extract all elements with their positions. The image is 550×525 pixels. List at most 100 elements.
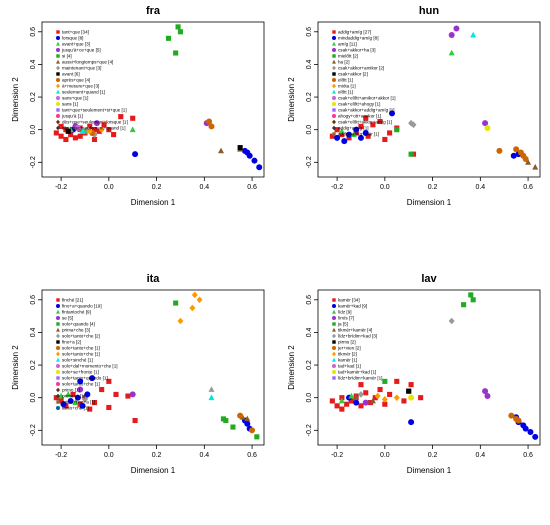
panel-lav: lav -0.2 0.0 0.2 0.4 0.6 -0.2 0.0 0.2 0.4 0.6 Dimen…: [287, 273, 541, 475]
x-axis-label: Dimension 1: [131, 198, 176, 207]
data-point: [370, 122, 376, 128]
data-point: [91, 400, 98, 406]
data-point: [508, 412, 515, 419]
data-point: [496, 147, 503, 154]
legend-label: kamēr [34]: [338, 298, 360, 303]
legend-label: prima+che [3]: [62, 328, 90, 333]
legend-marker: [56, 351, 60, 357]
data-point: [461, 302, 467, 308]
legend-marker: [332, 65, 336, 71]
data-point: [173, 300, 179, 306]
legend-marker: [332, 102, 336, 106]
data-point: [369, 397, 376, 404]
data-point: [353, 130, 359, 136]
y-tick-label: 0.6: [30, 295, 37, 305]
legend-label: csak+akkor [2]: [338, 72, 368, 77]
data-point: [86, 128, 93, 135]
x-tick-label: 0.2: [152, 452, 162, 459]
legend-marker: [332, 346, 336, 350]
x-tick-label: 0.4: [475, 452, 485, 459]
data-point: [418, 395, 424, 401]
legend-label: dès+que+seulement+lorsque [1]: [62, 120, 128, 125]
legend-marker: [56, 322, 60, 326]
legend-label: sans+que [1]: [62, 96, 88, 101]
data-point: [408, 151, 414, 157]
y-axis-label: Dimension 2: [11, 345, 20, 390]
legend-label: kamēr+kad [9]: [338, 304, 367, 309]
x-tick-label: 0.2: [152, 184, 162, 191]
y-tick-label: -0.2: [30, 156, 37, 168]
x-tick-label: 0.2: [428, 452, 438, 459]
legend-label: ha [2]: [338, 60, 350, 65]
legend-marker: [332, 108, 336, 112]
data-point: [515, 417, 522, 424]
legend-label: jusqu'à+ce+que [5]: [61, 48, 101, 53]
data-point: [118, 114, 124, 120]
y-tick-label: 0.2: [30, 360, 37, 370]
data-point: [341, 138, 348, 145]
data-point: [177, 29, 184, 35]
data-point: [377, 386, 383, 393]
legend-marker: [56, 327, 60, 332]
data-point: [251, 157, 258, 164]
panel-ita: ita -0.2 0.0 0.2 0.4 0.6 -0.2 0.0 0.2 0.4 0.6 Dimen…: [11, 273, 265, 475]
panel-title: fra: [146, 5, 161, 17]
y-tick-label: 0.6: [306, 27, 313, 37]
legend: tant+que [34]lorsque [8]avant+que [3]jus…: [56, 30, 128, 131]
data-point: [111, 132, 117, 138]
legend-marker: [332, 36, 336, 40]
legend-marker: [56, 65, 60, 71]
y-tick-label: -0.2: [30, 424, 37, 436]
legend-label: solo+dal+momento+che [1]: [62, 364, 118, 369]
legend-label: tanto+che [1]: [62, 406, 89, 411]
data-point: [246, 152, 253, 159]
data-point: [344, 401, 350, 407]
data-point: [74, 125, 81, 132]
data-point: [510, 152, 517, 159]
data-point: [394, 127, 400, 133]
legend-marker: [332, 59, 336, 64]
panel-title: lav: [421, 273, 437, 285]
data-point: [65, 391, 72, 397]
data-point: [393, 394, 400, 401]
data-point: [468, 292, 474, 298]
data-point: [346, 131, 353, 138]
legend-label: mióta [1]: [338, 84, 356, 89]
panel-title: ita: [147, 273, 161, 285]
data-point: [408, 394, 415, 401]
data-point: [70, 391, 76, 397]
legend-marker: [332, 89, 336, 94]
data-point: [230, 424, 236, 430]
legend-label: aussi+longtemps+que [4]: [62, 60, 113, 65]
data-point: [406, 388, 412, 394]
y-tick-label: 0.2: [306, 92, 313, 102]
legend-label: jusqu'à [1]: [61, 114, 83, 119]
legend-marker: [332, 132, 336, 136]
data-point: [241, 147, 248, 154]
legend-label: jer+vien [2]: [337, 346, 361, 351]
data-point: [60, 401, 67, 408]
legend-label: lorsque [8]: [62, 36, 83, 41]
data-point: [53, 395, 59, 401]
legend-label: csak+akkor+ha [3]: [338, 48, 376, 53]
data-point: [101, 122, 107, 128]
data-point: [353, 399, 360, 406]
x-tick-label: -0.2: [55, 452, 67, 459]
legend-marker: [56, 376, 60, 380]
data-point: [382, 136, 388, 143]
y-axis-label: Dimension 2: [11, 77, 20, 122]
data-point: [58, 398, 64, 404]
data-point: [65, 128, 71, 134]
data-point: [358, 403, 364, 409]
data-point: [175, 24, 181, 30]
legend-label: solo+tanto+che [1]: [62, 382, 100, 387]
data-point: [453, 25, 460, 32]
legend-marker: [56, 298, 60, 302]
data-point: [67, 397, 74, 404]
legend-label: solo+tanto+che [1]: [62, 352, 100, 357]
data-point: [74, 394, 81, 401]
legend-label: solo+tanto+che [2]: [62, 334, 100, 339]
legend-label: solo+tanto+che [1]: [62, 346, 100, 351]
legend-label: solo+se+fronte [1]: [62, 370, 99, 375]
legend-label: prima+a [1]: [62, 394, 85, 399]
